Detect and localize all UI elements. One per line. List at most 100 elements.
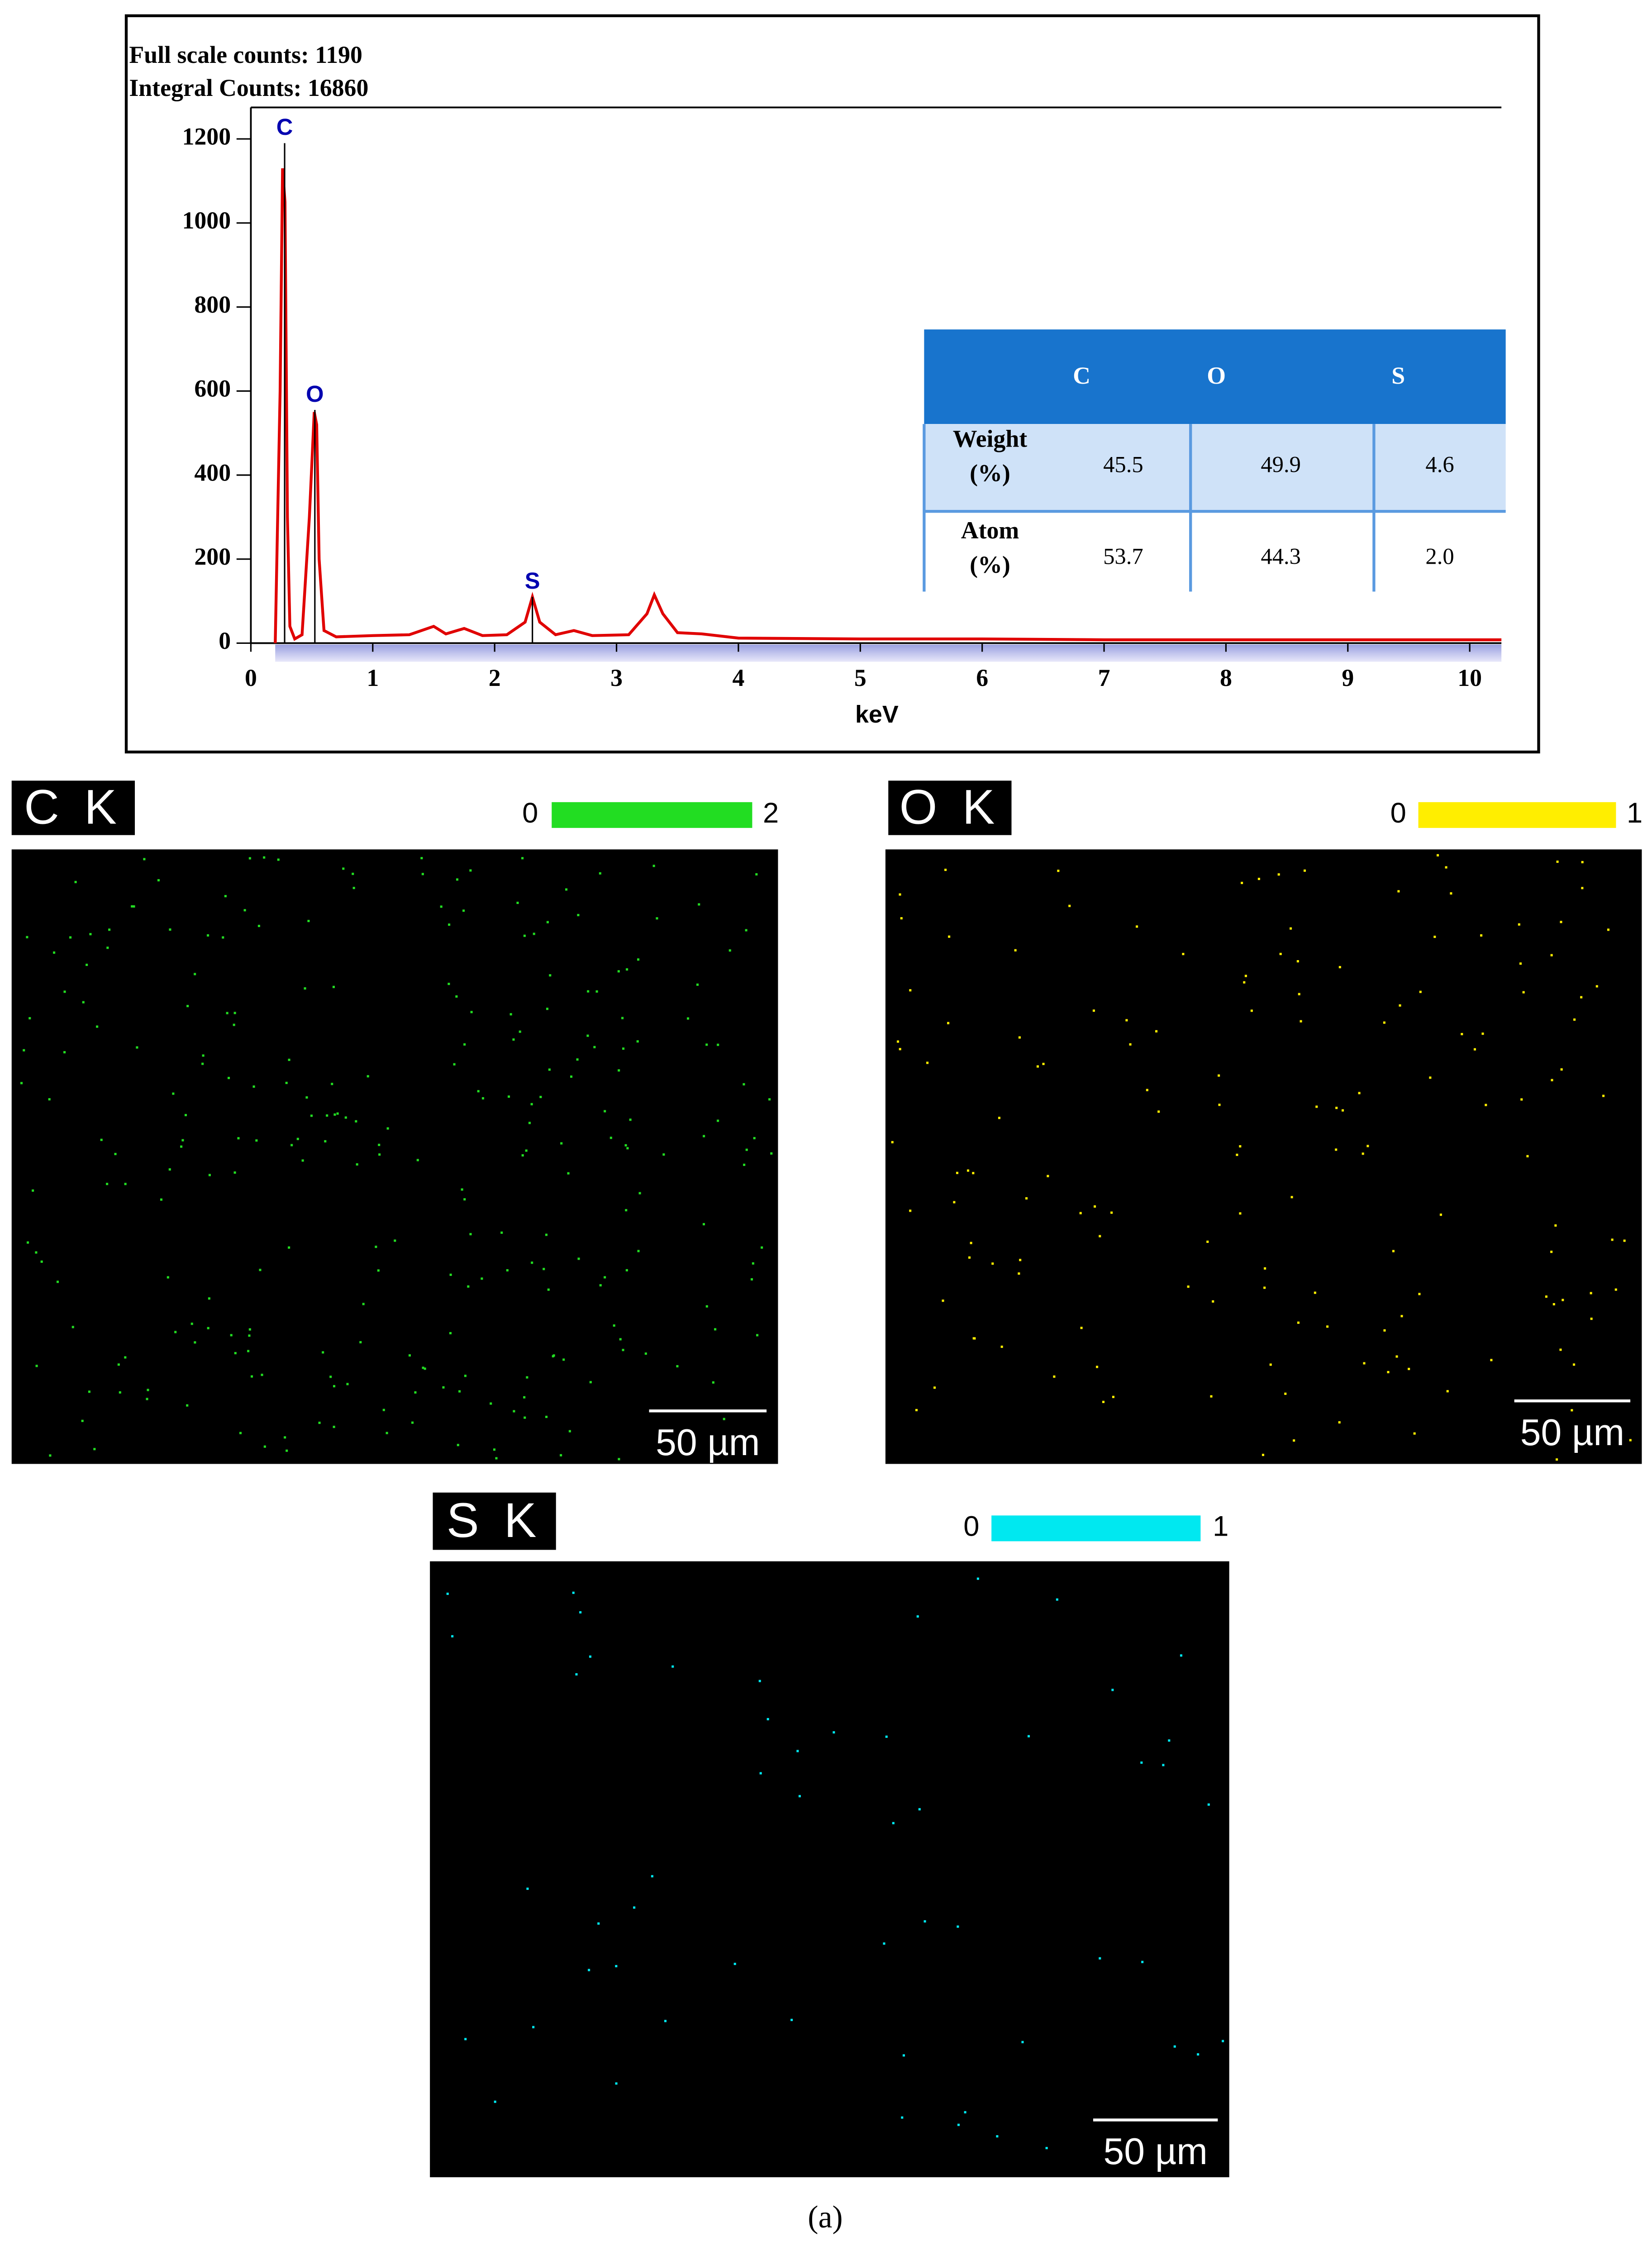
map-dot (918, 1808, 921, 1811)
map-dot (512, 1038, 515, 1041)
map-dot (976, 1577, 979, 1580)
map-dot (513, 1410, 515, 1413)
map-dot (288, 1246, 290, 1249)
map-dot (453, 1063, 456, 1066)
table-cell: 44.3 (1261, 543, 1301, 569)
map-dot (375, 1246, 377, 1248)
map-dot (355, 1120, 357, 1123)
map-dot (546, 1008, 549, 1010)
map-dot (548, 1068, 551, 1071)
map-dot (521, 857, 524, 860)
map-dot (656, 917, 658, 920)
map-dot (1239, 1145, 1242, 1148)
map-dot (549, 974, 552, 977)
map-dot (1187, 1285, 1190, 1288)
map-dot (891, 1141, 894, 1143)
baseline-shade (275, 644, 1502, 662)
map-dot (745, 1148, 748, 1151)
map-dot (168, 1168, 171, 1171)
map-dot (255, 1139, 258, 1142)
map-dot (1560, 921, 1562, 923)
map-dot (1182, 952, 1185, 956)
map-dot (702, 1223, 705, 1226)
map-dot (305, 1096, 308, 1099)
peak-label: C (276, 114, 293, 140)
map-dot (493, 1448, 496, 1451)
map-dot (619, 1338, 622, 1341)
map-dot (86, 963, 88, 966)
map-dot (1571, 1409, 1573, 1412)
map-dot (1550, 1251, 1553, 1253)
map-dot (1554, 1224, 1557, 1227)
map-dot (1519, 962, 1522, 965)
map-dot (1027, 1735, 1030, 1737)
map-dot (277, 858, 280, 861)
map-dot (1239, 1212, 1242, 1215)
map-dot (1433, 935, 1436, 938)
map-dot (524, 1416, 526, 1419)
map-dot (208, 1297, 210, 1300)
map-dot (180, 1145, 183, 1148)
map-dot (420, 857, 423, 860)
peak-label: S (525, 568, 540, 594)
map-dot (1111, 1689, 1114, 1691)
map-dot (285, 1081, 288, 1084)
map-dot (1556, 1458, 1558, 1461)
y-tick-label: 600 (194, 375, 231, 402)
map-dot (1092, 1009, 1095, 1012)
map-dot (324, 1140, 327, 1142)
map-dot (956, 1171, 958, 1174)
map-dot (622, 1047, 625, 1050)
map-dot (1218, 1074, 1220, 1077)
map-dot (1168, 1739, 1171, 1742)
map-dot (48, 1098, 51, 1101)
map-dot (194, 1341, 196, 1344)
map-dot (1461, 1033, 1463, 1036)
map-dot (1342, 1109, 1344, 1112)
scale-max: 2 (763, 797, 779, 829)
map-dot (972, 1337, 975, 1340)
map-dot (202, 1054, 205, 1057)
map-dot (595, 990, 598, 993)
map-dot (462, 909, 465, 912)
map-dot (174, 1331, 177, 1333)
map-dot (1562, 1299, 1564, 1301)
map-dot (758, 1680, 761, 1682)
x-tick-label: 10 (1457, 664, 1482, 691)
map-dot (1363, 1362, 1366, 1365)
map-dot (411, 1421, 414, 1424)
map-dot (243, 909, 246, 912)
y-tick-label: 0 (219, 627, 231, 654)
x-tick-label: 3 (610, 664, 623, 691)
map-dot (942, 1299, 944, 1302)
map-dot (263, 1445, 266, 1448)
map-dot (440, 905, 443, 908)
map-dot (565, 888, 568, 891)
map-dot (424, 1367, 426, 1370)
map-dot (1614, 1288, 1617, 1291)
map-dot (1526, 1155, 1529, 1157)
map-dot (464, 1375, 467, 1377)
map-dot (1079, 1212, 1082, 1214)
map-dot (382, 1409, 385, 1411)
map-dot (568, 1430, 571, 1432)
x-axis-label: keV (855, 701, 899, 728)
map-image (11, 849, 778, 1464)
map-dot (1000, 1346, 1003, 1348)
map-dot (194, 973, 196, 975)
map-dot (322, 1351, 324, 1354)
map-dot (377, 1269, 380, 1272)
map-dot (1284, 1392, 1287, 1395)
map-dot (301, 1159, 304, 1162)
map-dot (560, 1454, 562, 1456)
map-dot (346, 1383, 349, 1385)
map-dot (296, 1137, 299, 1140)
map-dot (157, 879, 160, 882)
map-dot (26, 1241, 29, 1244)
map-dot (32, 1189, 34, 1192)
map-dot (1057, 870, 1060, 872)
map-dot (717, 1043, 719, 1046)
map-dot (1590, 1318, 1593, 1320)
map-dot (516, 901, 519, 904)
map-dot (117, 1363, 120, 1366)
